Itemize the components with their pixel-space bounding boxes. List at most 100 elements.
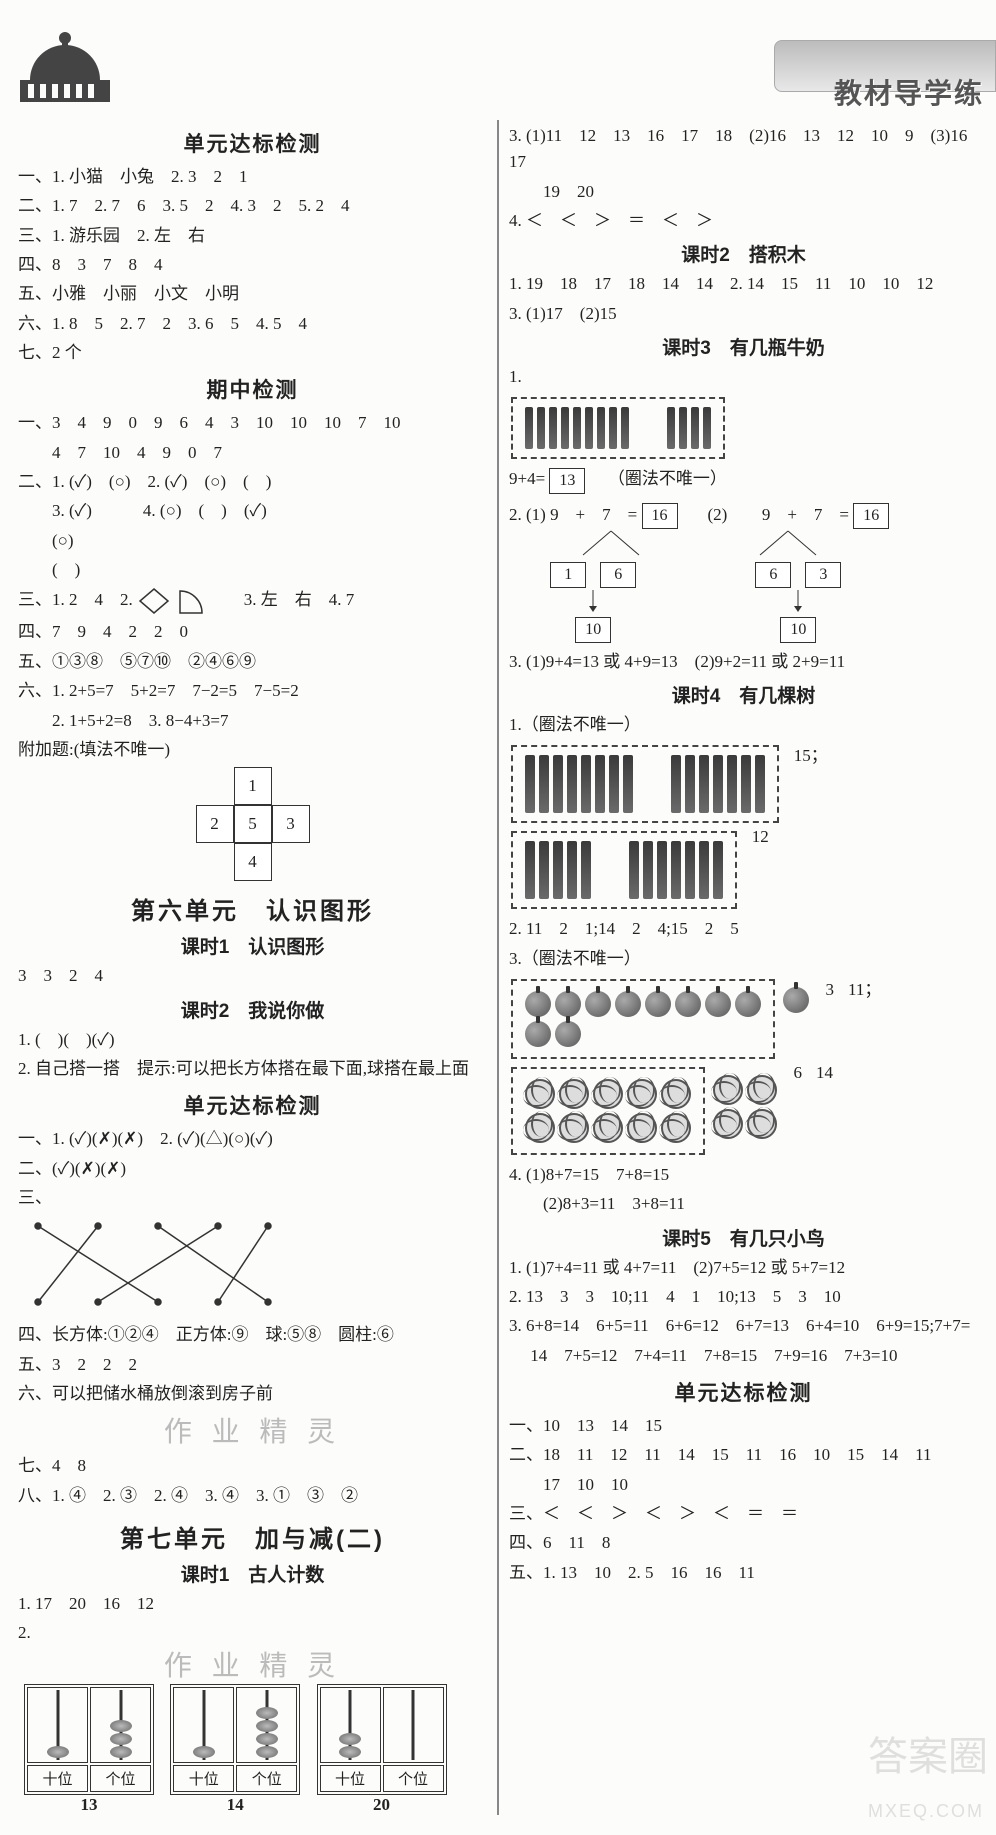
label: 三、 bbox=[18, 1188, 52, 1207]
ball-figure: 6 14 bbox=[509, 1063, 978, 1159]
answer-line: 六、可以把储水桶放倒滚到房子前 bbox=[18, 1381, 487, 1407]
answer-line: 3. (1)9+4=13 或 4+9=13 (2)9+2=11 或 2+9=11 bbox=[509, 649, 978, 675]
cross-left: 2 bbox=[196, 805, 234, 843]
answer-line: 2. 13 3 3 10;11 4 1 10;13 5 3 10 bbox=[509, 1284, 978, 1310]
branch-diagrams: 2. (1) 9 + 7 = 16 16 10 (2) 9 + 7 = 16 bbox=[509, 500, 978, 643]
abacus-value: 14 bbox=[170, 1795, 300, 1815]
eq-text: 9 + 7 = bbox=[550, 505, 637, 524]
label: 3. 左 右 4. 7 bbox=[244, 590, 355, 609]
lesson-title: 课时3 有几瓶牛奶 bbox=[509, 333, 978, 360]
label: (2) bbox=[708, 505, 728, 524]
box: 10 bbox=[780, 617, 816, 643]
cross-center: 5 bbox=[234, 805, 272, 843]
lesson-title: 课时4 有几棵树 bbox=[509, 681, 978, 708]
section-title: 单元达标检测 bbox=[18, 128, 487, 158]
unit-title: 第七单元 加与减(二) bbox=[18, 1519, 487, 1554]
answer-line: 4 7 10 4 9 0 7 bbox=[18, 440, 487, 466]
answer-line: 八、1. ④ 2. ③ 2. ④ 3. ④ 3. ① ③ ② bbox=[18, 1483, 487, 1509]
answer-box: 13 bbox=[549, 468, 585, 494]
section-title: 单元达标检测 bbox=[18, 1090, 487, 1120]
diamond-shape-icon bbox=[137, 586, 171, 616]
label: 1. bbox=[509, 367, 522, 386]
answer-line: 19 20 bbox=[509, 179, 978, 205]
answer-line: 三、 bbox=[18, 1185, 487, 1211]
answer-line: 17 10 10 bbox=[509, 1472, 978, 1498]
answer-line: 2. 自己搭一搭 提示:可以把长方体搭在最下面,球搭在最上面 bbox=[18, 1056, 487, 1082]
answer-line: 9+4= 13 （圈法不唯一） bbox=[509, 466, 978, 493]
answer-line: 3.（圈法不唯一） bbox=[509, 946, 978, 972]
cross-figure: 1 253 4 bbox=[18, 767, 487, 881]
page-header: 教材导学练 bbox=[0, 0, 996, 120]
answer-line: 14 7+5=12 7+4=11 7+8=15 7+9=16 7+3=10 bbox=[509, 1343, 978, 1369]
answer-line: 1.（圈法不唯一） bbox=[509, 712, 978, 738]
answer-line: 3. (✓) 4. (○) ( ) (✓) bbox=[18, 498, 487, 524]
note: （圈法不唯一） bbox=[608, 469, 727, 488]
answer-line: 二、18 11 12 11 14 15 11 16 10 15 14 11 bbox=[509, 1442, 978, 1468]
answer-line: 一、1. 小猫 小兔 2. 3 2 1 bbox=[18, 164, 487, 190]
eq-text: 9+4= bbox=[509, 469, 545, 488]
answer-line: 一、1. (✓)(✗)(✗) 2. (✓)(△)(○)(✓) bbox=[18, 1126, 487, 1152]
side-label: 6 bbox=[793, 1063, 802, 1082]
left-column: 单元达标检测 一、1. 小猫 小兔 2. 3 2 1 二、1. 7 2. 7 6… bbox=[12, 120, 493, 1815]
side-label: 11； bbox=[848, 980, 881, 999]
answer-line: 附加题:(填法不唯一) bbox=[18, 737, 487, 763]
answer-line: 三、1. 2 4 2. 3. 左 右 4. 7 bbox=[18, 586, 487, 616]
answer-line: 1. ( )( )(✓) bbox=[18, 1027, 487, 1053]
box: 6 bbox=[600, 562, 636, 588]
answer-line: 一、3 4 9 0 9 6 4 3 10 10 10 7 10 bbox=[18, 410, 487, 436]
ones-label: 个位 bbox=[236, 1765, 297, 1792]
dome-logo-icon bbox=[10, 20, 120, 110]
answer-box: 16 bbox=[642, 503, 678, 529]
lesson-title: 课时5 有几只小鸟 bbox=[509, 1224, 978, 1251]
section-title: 单元达标检测 bbox=[509, 1377, 978, 1407]
answer-line: 六、1. 8 5 2. 7 2 3. 6 5 4. 5 4 bbox=[18, 311, 487, 337]
side-label: 14 bbox=[816, 1063, 833, 1082]
ones-label: 个位 bbox=[383, 1765, 444, 1792]
answer-line: 4. ＜ ＜ ＞ ＝ ＜ ＞ bbox=[509, 208, 978, 234]
lesson-title: 课时1 认识图形 bbox=[18, 932, 487, 959]
box: 3 bbox=[805, 562, 841, 588]
answer-line: (○) bbox=[18, 528, 487, 554]
abacus-row: 十位个位 13 十位个位 14 bbox=[18, 1684, 487, 1815]
answer-line: 二、1. 7 2. 7 6 3. 5 2 4. 3 2 5. 2 4 bbox=[18, 193, 487, 219]
abacus: 十位个位 14 bbox=[170, 1684, 300, 1815]
tally-box bbox=[511, 397, 726, 459]
eq-text: 9 + 7 = bbox=[762, 505, 849, 524]
answer-line: 4. (1)8+7=15 7+8=15 bbox=[509, 1162, 978, 1188]
answer-line: 四、长方体:①②④ 正方体:⑨ 球:⑤⑧ 圆柱:⑥ bbox=[18, 1322, 487, 1348]
answer-line: 七、2 个 bbox=[18, 340, 487, 366]
answer-line: 2. 1+5+2=8 3. 8−4+3=7 bbox=[18, 708, 487, 734]
matching-lines-icon bbox=[18, 1214, 278, 1314]
corner-watermark: 答案圈 MXEQ.COM bbox=[868, 1724, 988, 1827]
answer-line: 七、4 8 bbox=[18, 1453, 487, 1479]
watermark-text: 作 业 精 灵 bbox=[18, 1644, 487, 1684]
answer-line: 3 3 2 4 bbox=[18, 963, 487, 989]
watermark-text: 作 业 精 灵 bbox=[18, 1410, 487, 1450]
label: 2. (1) bbox=[509, 505, 546, 524]
cross-right: 3 bbox=[272, 805, 310, 843]
watermark-line: 答案圈 bbox=[868, 1735, 988, 1779]
answer-line: 3. 6+8=14 6+5=11 6+6=12 6+7=13 6+4=10 6+… bbox=[509, 1313, 978, 1339]
answer-line: 1. 19 18 17 18 14 14 2. 14 15 11 10 10 1… bbox=[509, 271, 978, 297]
answer-line: 三、＜ ＜ ＞ ＜ ＞ ＜ ＝ ＝ bbox=[509, 1501, 978, 1527]
box: 6 bbox=[755, 562, 791, 588]
abacus: 十位个位 13 bbox=[24, 1684, 154, 1815]
answer-line: 五、1. 13 10 2. 5 16 16 11 bbox=[509, 1560, 978, 1586]
tens-label: 十位 bbox=[27, 1765, 88, 1792]
lesson-title: 课时2 搭积木 bbox=[509, 240, 978, 267]
answer-line: 1. (1)7+4=11 或 4+7=11 (2)7+5=12 或 5+7=12 bbox=[509, 1255, 978, 1281]
answer-line: 三、1. 游乐园 2. 左 右 bbox=[18, 223, 487, 249]
cross-bottom: 4 bbox=[234, 843, 272, 881]
answer-line: 五、①③⑧ ⑤⑦⑩ ②④⑥⑨ bbox=[18, 649, 487, 675]
lesson-title: 课时1 古人计数 bbox=[18, 1560, 487, 1587]
side-label: 15； bbox=[794, 746, 828, 765]
abacus-value: 13 bbox=[24, 1795, 154, 1815]
tens-label: 十位 bbox=[320, 1765, 381, 1792]
tens-label: 十位 bbox=[173, 1765, 234, 1792]
right-column: 3. (1)11 12 13 16 17 18 (2)16 13 12 10 9… bbox=[503, 120, 984, 1815]
abacus: 十位个位 20 bbox=[317, 1684, 447, 1815]
answer-line: 四、6 11 8 bbox=[509, 1530, 978, 1556]
answer-line: 四、8 3 7 8 4 bbox=[18, 252, 487, 278]
cross-top: 1 bbox=[234, 767, 272, 805]
answer-line: 3. (1)17 (2)15 bbox=[509, 301, 978, 327]
